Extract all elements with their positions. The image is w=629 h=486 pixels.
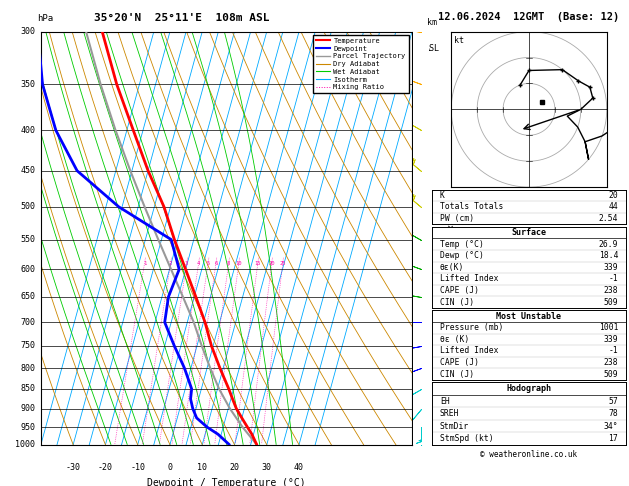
Text: Most Unstable: Most Unstable xyxy=(496,312,562,321)
Text: Lifted Index: Lifted Index xyxy=(440,275,498,283)
Text: CIN (J): CIN (J) xyxy=(440,297,474,307)
Text: 750: 750 xyxy=(20,342,35,350)
Text: 800: 800 xyxy=(20,364,35,373)
Text: 57: 57 xyxy=(608,397,618,406)
Text: 12.06.2024  12GMT  (Base: 12): 12.06.2024 12GMT (Base: 12) xyxy=(438,12,620,22)
Text: 40: 40 xyxy=(294,463,304,472)
Text: 44: 44 xyxy=(608,203,618,211)
Legend: Temperature, Dewpoint, Parcel Trajectory, Dry Adiabat, Wet Adiabat, Isotherm, Mi: Temperature, Dewpoint, Parcel Trajectory… xyxy=(313,35,408,93)
Text: 6: 6 xyxy=(214,261,218,266)
Text: -1: -1 xyxy=(608,347,618,355)
Text: 10: 10 xyxy=(235,261,242,266)
Text: 2.54: 2.54 xyxy=(599,214,618,223)
Text: Lifted Index: Lifted Index xyxy=(440,347,498,355)
Text: PW (cm): PW (cm) xyxy=(440,214,474,223)
Text: 5: 5 xyxy=(416,245,421,255)
Text: -1: -1 xyxy=(608,275,618,283)
Text: 350: 350 xyxy=(20,80,35,89)
Text: CIN (J): CIN (J) xyxy=(440,370,474,379)
Text: 300: 300 xyxy=(20,27,35,36)
Text: Dewpoint / Temperature (°C): Dewpoint / Temperature (°C) xyxy=(147,478,306,486)
Text: 5: 5 xyxy=(206,261,209,266)
Text: 1001: 1001 xyxy=(599,323,618,332)
Text: 238: 238 xyxy=(603,358,618,367)
Text: 7: 7 xyxy=(416,174,421,183)
Text: 20: 20 xyxy=(608,191,618,200)
Text: 20: 20 xyxy=(230,463,240,472)
Text: -10: -10 xyxy=(130,463,145,472)
Text: 8: 8 xyxy=(416,137,421,146)
Text: -20: -20 xyxy=(98,463,113,472)
Text: StmSpd (kt): StmSpd (kt) xyxy=(440,434,494,443)
Text: 700: 700 xyxy=(20,318,35,327)
Text: km: km xyxy=(428,18,437,27)
Text: 78: 78 xyxy=(608,409,618,418)
Text: ASL: ASL xyxy=(425,44,440,53)
Text: 1000: 1000 xyxy=(15,440,35,449)
Text: 15: 15 xyxy=(255,261,261,266)
Text: kt: kt xyxy=(454,36,464,45)
Text: 600: 600 xyxy=(20,265,35,274)
Text: 25: 25 xyxy=(279,261,286,266)
Text: 400: 400 xyxy=(20,126,35,135)
Text: 650: 650 xyxy=(20,293,35,301)
Text: Temp (°C): Temp (°C) xyxy=(440,240,484,249)
Text: 950: 950 xyxy=(20,423,35,432)
Text: 900: 900 xyxy=(20,404,35,413)
Text: 10: 10 xyxy=(198,463,207,472)
Text: 34°: 34° xyxy=(603,421,618,431)
Text: CAPE (J): CAPE (J) xyxy=(440,358,479,367)
Text: Pressure (mb): Pressure (mb) xyxy=(440,323,503,332)
Text: 2: 2 xyxy=(416,362,421,370)
Text: 850: 850 xyxy=(20,384,35,394)
Text: 4: 4 xyxy=(416,282,421,291)
Text: 2: 2 xyxy=(169,261,172,266)
Text: K: K xyxy=(440,191,445,200)
Text: LCL: LCL xyxy=(416,404,428,410)
Text: SREH: SREH xyxy=(440,409,459,418)
Text: 509: 509 xyxy=(603,370,618,379)
Text: θε (K): θε (K) xyxy=(440,335,469,344)
Text: © weatheronline.co.uk: © weatheronline.co.uk xyxy=(481,450,577,459)
Text: 509: 509 xyxy=(603,297,618,307)
Text: 339: 339 xyxy=(603,335,618,344)
Text: 4: 4 xyxy=(197,261,200,266)
Text: 450: 450 xyxy=(20,166,35,175)
Text: Surface: Surface xyxy=(511,228,547,237)
Text: 500: 500 xyxy=(20,202,35,211)
Text: 26.9: 26.9 xyxy=(599,240,618,249)
Text: 339: 339 xyxy=(603,263,618,272)
Text: 3: 3 xyxy=(416,320,421,329)
Text: 8: 8 xyxy=(227,261,230,266)
Text: CAPE (J): CAPE (J) xyxy=(440,286,479,295)
Text: 30: 30 xyxy=(262,463,272,472)
Text: 238: 238 xyxy=(603,286,618,295)
Text: EH: EH xyxy=(440,397,450,406)
Text: -30: -30 xyxy=(65,463,81,472)
Text: 6: 6 xyxy=(416,210,421,219)
Text: 550: 550 xyxy=(20,235,35,244)
Text: Dewp (°C): Dewp (°C) xyxy=(440,251,484,260)
Text: θε(K): θε(K) xyxy=(440,263,464,272)
Text: 35°20'N  25°11'E  108m ASL: 35°20'N 25°11'E 108m ASL xyxy=(94,13,270,23)
Text: 3: 3 xyxy=(185,261,188,266)
Text: 1: 1 xyxy=(416,404,421,413)
Text: 0: 0 xyxy=(167,463,172,472)
Text: Mixing Ratio (g/kg): Mixing Ratio (g/kg) xyxy=(445,215,454,303)
Text: 18.4: 18.4 xyxy=(599,251,618,260)
Text: 1: 1 xyxy=(143,261,146,266)
Text: Hodograph: Hodograph xyxy=(506,384,552,393)
Text: 20: 20 xyxy=(269,261,275,266)
Text: hPa: hPa xyxy=(37,14,53,23)
Text: StmDir: StmDir xyxy=(440,421,469,431)
Text: Totals Totals: Totals Totals xyxy=(440,203,503,211)
Text: 17: 17 xyxy=(608,434,618,443)
